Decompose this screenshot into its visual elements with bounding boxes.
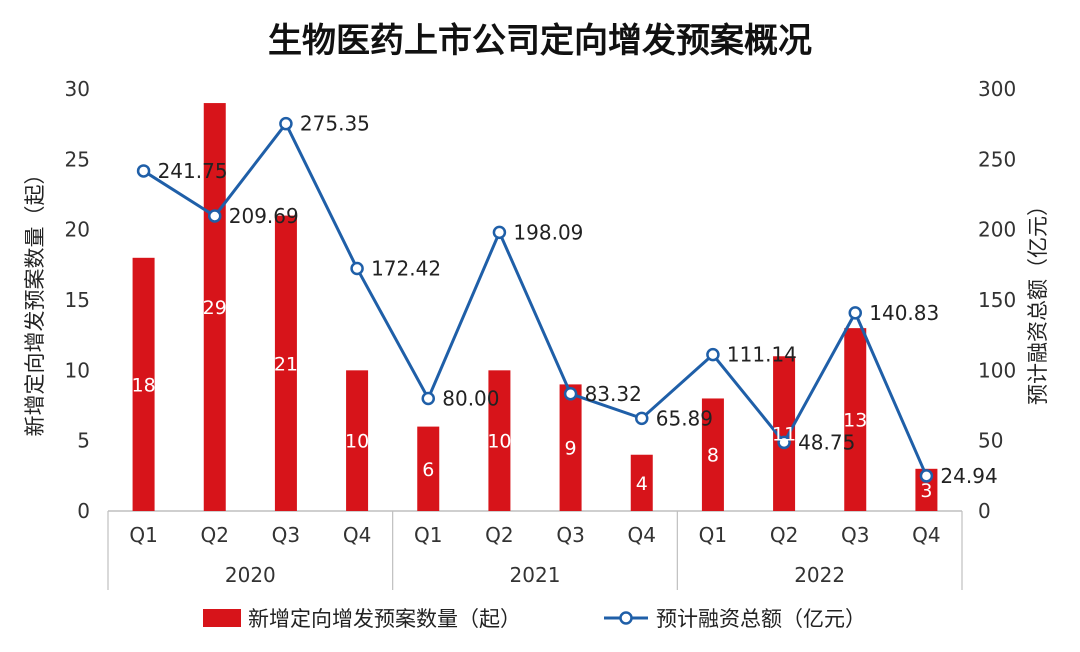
y-left-tick-label: 25: [65, 147, 90, 171]
line-layer: [136, 116, 934, 483]
bar: [844, 328, 867, 511]
line-point: [635, 411, 649, 426]
line-value-label: 140.83: [869, 301, 939, 325]
line-point: [563, 387, 578, 401]
x-tick-label: Q1: [699, 523, 727, 547]
x-tick-label: Q2: [485, 523, 513, 547]
line-value-label: 83.32: [585, 382, 642, 406]
bar-value-label: 10: [345, 431, 369, 453]
y-right-tick-label: 250: [978, 147, 1016, 171]
line-value-label: 65.89: [656, 406, 713, 430]
y-right-axis-title: 预计融资总额（亿元）: [1026, 195, 1050, 405]
bar: [773, 356, 796, 511]
bar-value-label: 21: [274, 353, 298, 375]
bar: [559, 384, 582, 511]
bar-value-label: 8: [707, 445, 719, 467]
y-left-tick-label: 0: [77, 499, 90, 523]
bar: [274, 215, 297, 511]
bars-layer: [132, 103, 938, 512]
legend-line-marker: [619, 611, 633, 625]
y-left-tick-label: 30: [65, 77, 90, 101]
bar: [346, 370, 369, 511]
line-value-label: 275.35: [300, 112, 370, 136]
y-right-tick-label: 50: [978, 429, 1003, 453]
x-tick-label: Q3: [272, 523, 300, 547]
line-point: [848, 306, 862, 320]
bar: [132, 257, 155, 511]
line-series: [142, 122, 928, 477]
line-value-label: 172.42: [371, 256, 441, 280]
bar: [701, 398, 724, 511]
line-point: [350, 261, 364, 276]
bar: [203, 103, 226, 512]
x-tick-label: Q1: [414, 523, 442, 547]
x-tick-label: Q2: [201, 523, 229, 547]
y-right-tick-label: 150: [978, 288, 1016, 312]
line-point: [492, 225, 507, 240]
x-tick-label: Q1: [129, 523, 157, 547]
line-value-label: 24.94: [940, 464, 997, 488]
bar-value-label: 13: [843, 410, 867, 432]
legend-bar-swatch: [203, 609, 241, 627]
x-group-label: 2021: [510, 563, 561, 587]
line-value-label: 111.14: [727, 343, 797, 367]
line-point: [279, 116, 293, 131]
x-group-label: 2020: [225, 563, 276, 587]
line-point: [208, 209, 222, 223]
bar: [417, 426, 440, 511]
axes-layer: 051015202530050100150200250300新增定向增发预案数量…: [23, 77, 1050, 590]
y-right-tick-label: 200: [978, 218, 1016, 242]
y-left-tick-label: 5: [77, 429, 90, 453]
x-tick-label: Q4: [343, 523, 371, 547]
line-point: [136, 164, 151, 178]
bar: [630, 454, 653, 511]
line-value-label: 209.69: [229, 204, 299, 228]
line-value-label: 198.09: [513, 220, 583, 244]
legend: 新增定向增发预案数量（起） 预计融资总额（亿元）: [203, 607, 866, 631]
bar-value-label: 18: [131, 374, 155, 396]
line-point: [919, 469, 934, 483]
bar-value-label: 29: [203, 297, 227, 319]
x-tick-label: Q3: [841, 523, 869, 547]
line-value-label: 48.75: [798, 430, 855, 454]
line-value-label: 241.75: [158, 159, 228, 183]
y-left-tick-label: 10: [65, 358, 90, 382]
y-left-tick-label: 20: [65, 218, 90, 242]
y-left-axis-title: 新增定向增发预案数量（起）: [23, 164, 47, 437]
x-tick-label: Q4: [628, 523, 656, 547]
x-tick-label: Q4: [912, 523, 940, 547]
x-group-label: 2022: [794, 563, 845, 587]
bar-value-label: 9: [565, 438, 577, 460]
bar-value-label: 11: [772, 424, 796, 446]
line-point: [421, 391, 435, 406]
x-tick-label: Q3: [556, 523, 584, 547]
chart-title: 生物医药上市公司定向增发预案概况: [268, 21, 812, 61]
line-value-label: 80.00: [442, 386, 499, 410]
legend-line-label: 预计融资总额（亿元）: [656, 607, 866, 631]
bar-value-label: 4: [636, 473, 648, 495]
y-left-tick-label: 15: [65, 288, 90, 312]
y-right-tick-label: 0: [978, 499, 991, 523]
y-right-tick-label: 300: [978, 77, 1016, 101]
bar-value-label: 10: [487, 431, 511, 453]
legend-bar-label: 新增定向增发预案数量（起）: [248, 607, 521, 631]
y-right-tick-label: 100: [978, 358, 1016, 382]
x-tick-label: Q2: [770, 523, 798, 547]
bar-value-label: 3: [920, 480, 932, 502]
bar: [488, 370, 511, 511]
bar-value-label: 6: [422, 459, 434, 481]
line-point: [777, 435, 791, 450]
line-point: [706, 347, 720, 362]
